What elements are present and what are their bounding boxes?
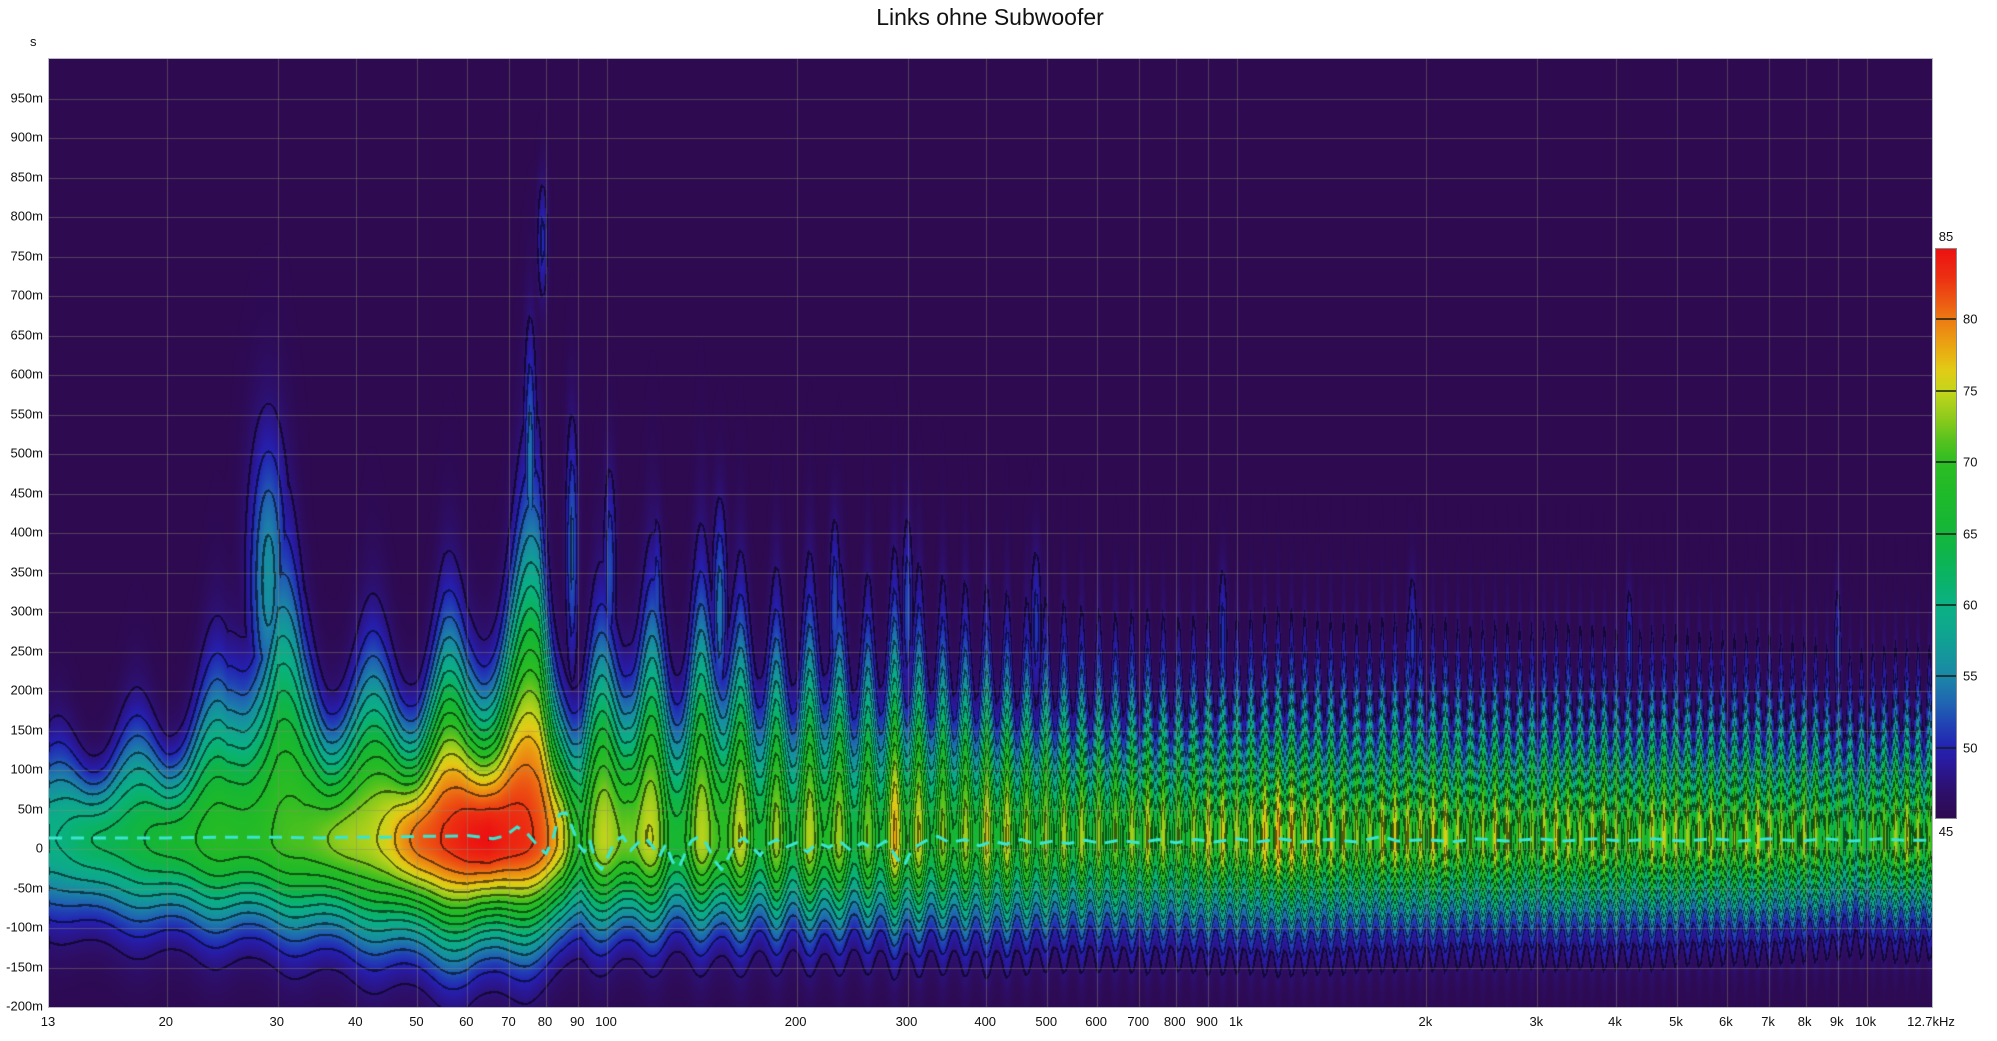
y-tick-label: 700m — [10, 287, 43, 303]
y-tick-label: 550m — [10, 406, 43, 421]
colorbar-tick — [1936, 746, 1956, 749]
colorbar-tick — [1936, 461, 1956, 464]
x-tick-label: 8k — [1797, 1014, 1812, 1029]
x-tick-label: 400 — [974, 1014, 997, 1029]
y-tick-label: -150m — [6, 959, 43, 974]
x-tick-label: 20 — [158, 1014, 174, 1029]
y-tick-label: 300m — [10, 603, 43, 619]
y-tick-label: 0 — [35, 840, 43, 856]
y-tick-label: 950m — [10, 90, 43, 105]
colorbar-tick-label: 85 — [1938, 229, 1954, 244]
y-tick-label: 50m — [17, 801, 43, 816]
x-tick-label: 80 — [537, 1014, 553, 1029]
x-tick-label: 12.7kHz — [1907, 1014, 1955, 1029]
y-tick-label: 750m — [10, 248, 43, 263]
x-tick-label: 3k — [1529, 1014, 1544, 1029]
colorbar-tick — [1936, 318, 1956, 321]
y-tick-label: 800m — [10, 208, 43, 224]
x-tick-label: 9k — [1829, 1014, 1844, 1029]
y-tick-label: 600m — [10, 366, 43, 382]
y-tick-label: 400m — [10, 524, 43, 540]
y-tick-label: 650m — [10, 327, 43, 342]
colorbar-tick — [1936, 532, 1956, 535]
x-tick-label: 10k — [1855, 1014, 1877, 1029]
x-tick-label: 5k — [1669, 1014, 1683, 1029]
colorbar-tick-label: 75 — [1963, 383, 1978, 399]
x-tick-label: 900 — [1196, 1014, 1218, 1029]
y-axis-unit-label: s — [30, 34, 37, 49]
x-tick-label: 7k — [1761, 1014, 1775, 1029]
y-tick-label: 200m — [10, 682, 43, 698]
x-tick-label: 200 — [784, 1014, 807, 1029]
y-tick-label: 500m — [10, 445, 43, 461]
x-tick-label: 90 — [569, 1014, 585, 1029]
colorbar-tick-label: 60 — [1963, 597, 1978, 613]
y-tick-label: 350m — [10, 564, 43, 579]
colorbar-tick-label: 70 — [1963, 454, 1978, 470]
y-tick-label: -100m — [6, 919, 43, 935]
y-tick-label: -50m — [13, 880, 43, 895]
x-tick-label: 300 — [895, 1014, 918, 1029]
x-tick-label: 800 — [1163, 1014, 1186, 1029]
x-tick-label: 100 — [595, 1014, 617, 1029]
x-tick-label: 500 — [1035, 1014, 1058, 1029]
x-tick-label: 1k — [1228, 1014, 1243, 1029]
colorbar-tick — [1936, 603, 1956, 606]
x-tick-label: 600 — [1085, 1014, 1107, 1029]
spectrogram-canvas — [49, 59, 1932, 1007]
x-tick-label: 13 — [40, 1014, 56, 1029]
x-tick-label: 4k — [1608, 1014, 1622, 1029]
chart-title: Links ohne Subwoofer — [876, 4, 1104, 30]
y-tick-label: 900m — [10, 129, 43, 145]
x-tick-label: 50 — [409, 1014, 424, 1029]
y-tick-label: 850m — [10, 169, 43, 184]
y-tick-label: 100m — [10, 761, 43, 777]
x-tick-label: 2k — [1418, 1014, 1433, 1029]
colorbar-tick — [1936, 675, 1956, 678]
colorbar-tick — [1936, 389, 1956, 392]
plot-area — [48, 58, 1933, 1008]
colorbar-tick-label: 80 — [1963, 311, 1978, 327]
y-tick-label: -200m — [6, 998, 43, 1014]
y-tick-label: 150m — [10, 722, 43, 737]
colorbar-tick-label: 45 — [1938, 824, 1954, 839]
colorbar-tick-label: 50 — [1963, 740, 1978, 756]
x-tick-label: 700 — [1127, 1014, 1150, 1029]
x-tick-label: 6k — [1719, 1014, 1733, 1029]
x-tick-label: 60 — [459, 1014, 474, 1029]
y-tick-label: 250m — [10, 643, 43, 658]
colorbar-tick-label: 65 — [1963, 526, 1978, 541]
y-tick-label: 450m — [10, 485, 43, 500]
colorbar-tick-label: 55 — [1963, 668, 1978, 684]
x-tick-label: 40 — [348, 1014, 363, 1029]
x-tick-label: 70 — [501, 1014, 516, 1029]
x-tick-label: 30 — [269, 1014, 284, 1029]
